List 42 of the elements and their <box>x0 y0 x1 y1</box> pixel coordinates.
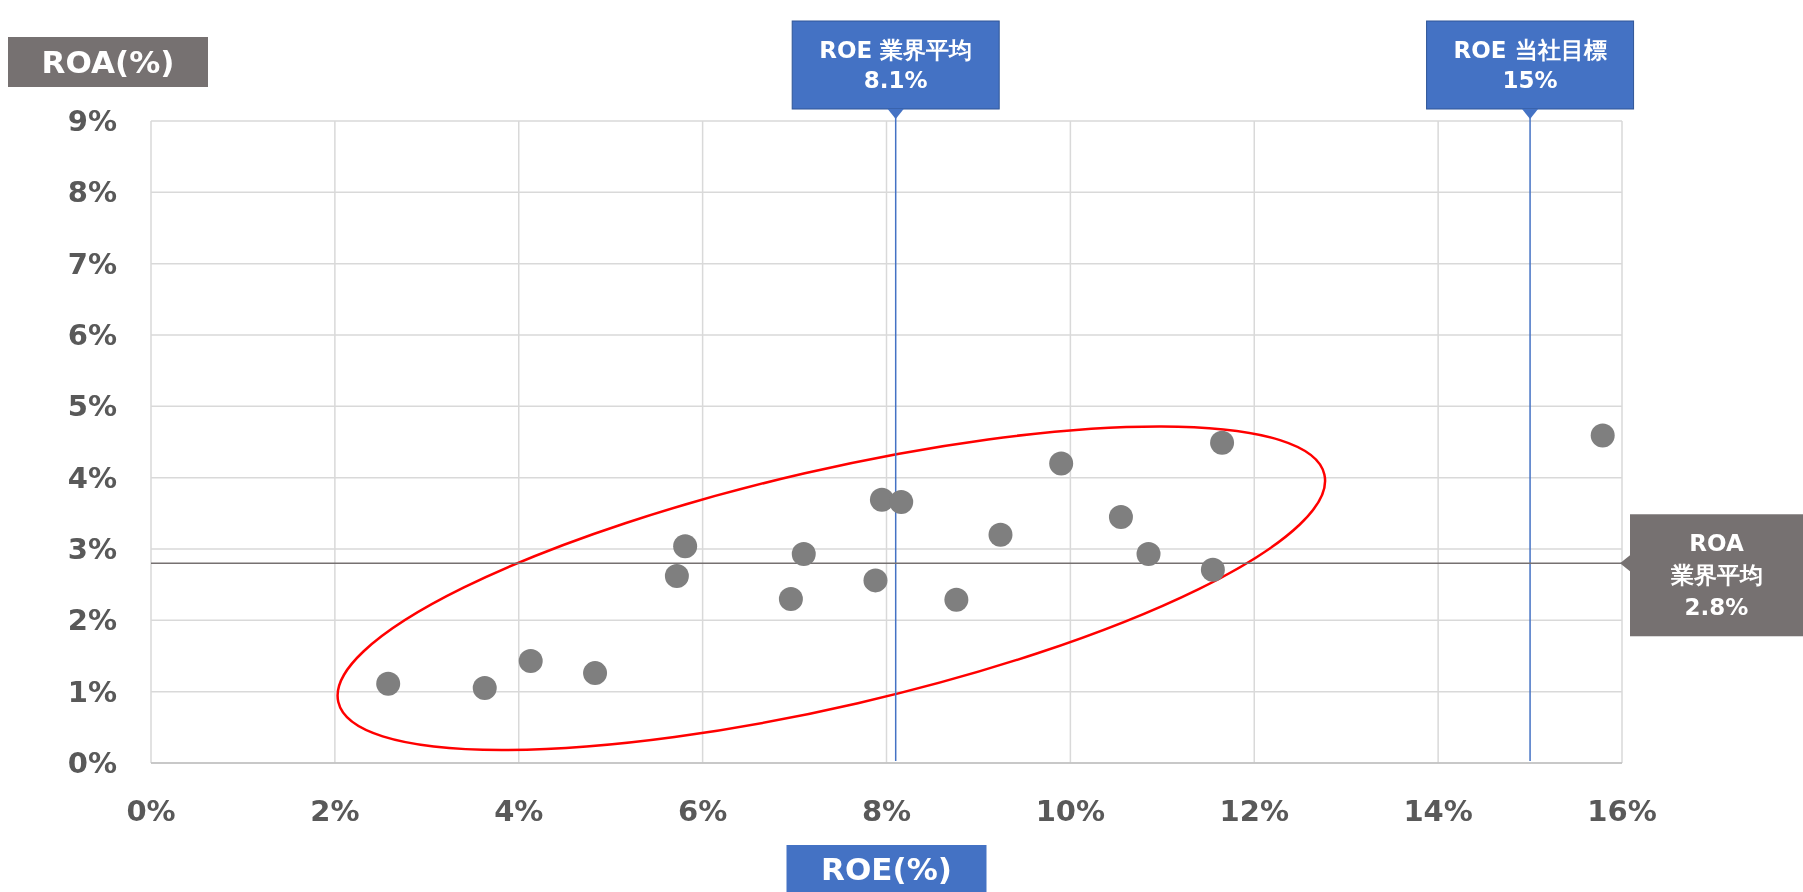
point <box>1049 451 1074 476</box>
point <box>583 661 608 686</box>
y-tick-label: 1% <box>67 674 117 709</box>
y-tick-label: 8% <box>67 175 117 210</box>
y-tick-label: 6% <box>67 318 117 352</box>
point <box>1200 557 1225 582</box>
x-tick-label: 14% <box>1403 794 1473 828</box>
point <box>1590 423 1615 448</box>
point <box>988 522 1013 547</box>
x-tick-label: 8% <box>861 794 912 828</box>
y-tick-label: 3% <box>67 532 117 566</box>
point <box>376 671 401 696</box>
ref-line-label: ROA 業界平均 2.8% <box>1669 530 1763 621</box>
point <box>889 489 914 514</box>
y-tick-label: 0% <box>67 746 117 780</box>
x-tick-label: 2% <box>310 794 360 828</box>
y-axis-title: ROA(%) <box>41 44 175 80</box>
x-tick-label: 12% <box>1219 794 1289 828</box>
point <box>518 648 543 673</box>
x-tick-label: 0% <box>126 794 176 828</box>
y-tick-label: 7% <box>67 246 117 281</box>
y-tick-label: 2% <box>67 603 117 638</box>
x-tick-label: 4% <box>494 794 544 828</box>
point <box>1136 541 1161 566</box>
y-tick-label: 9% <box>67 104 117 138</box>
point <box>472 676 497 701</box>
x-tick-label: 10% <box>1035 794 1106 828</box>
ref-line-label: ROE 業界平均 8.1% <box>819 37 973 93</box>
x-axis-title: ROE(%) <box>821 851 952 887</box>
point <box>1210 430 1235 455</box>
point <box>778 586 803 611</box>
x-tick-label: 6% <box>678 794 728 828</box>
point <box>863 568 888 593</box>
y-tick-label: 4% <box>67 460 117 495</box>
point <box>664 564 689 589</box>
x-tick-label: 16% <box>1587 794 1657 828</box>
point <box>1108 504 1133 529</box>
ref-line-label: ROE 当社目標 15% <box>1453 37 1607 93</box>
point <box>673 534 698 559</box>
point <box>791 541 816 566</box>
point <box>944 587 969 612</box>
y-tick-label: 5% <box>67 389 117 424</box>
